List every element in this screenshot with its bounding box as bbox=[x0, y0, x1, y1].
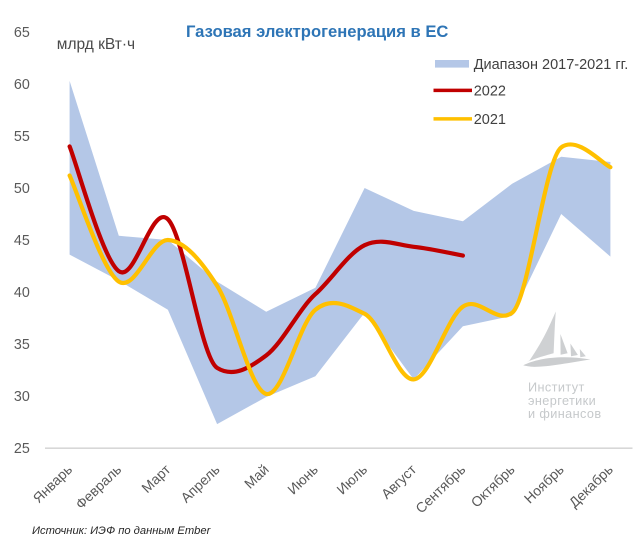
svg-text:30: 30 bbox=[14, 389, 30, 405]
svg-text:65: 65 bbox=[14, 25, 30, 41]
svg-text:60: 60 bbox=[14, 77, 30, 93]
svg-text:Диапазон 2017-2021 гг.: Диапазон 2017-2021 гг. bbox=[474, 57, 629, 73]
svg-text:энергетики: энергетики bbox=[528, 394, 596, 408]
svg-text:40: 40 bbox=[14, 285, 30, 301]
svg-text:Газовая электрогенерация в ЕС: Газовая электрогенерация в ЕС bbox=[186, 22, 448, 41]
svg-text:млрд кВт·ч: млрд кВт·ч bbox=[57, 36, 135, 53]
svg-text:50: 50 bbox=[14, 181, 30, 197]
svg-text:Институт: Институт bbox=[528, 381, 585, 395]
svg-text:55: 55 bbox=[14, 129, 30, 145]
svg-text:и финансов: и финансов bbox=[528, 407, 602, 421]
svg-text:35: 35 bbox=[14, 337, 30, 353]
svg-text:2021: 2021 bbox=[474, 112, 506, 128]
svg-text:25: 25 bbox=[14, 441, 30, 457]
svg-text:2022: 2022 bbox=[474, 84, 506, 100]
svg-text:Источник: ИЭФ по данным Ember: Источник: ИЭФ по данным Ember bbox=[32, 525, 212, 537]
svg-text:45: 45 bbox=[14, 233, 30, 249]
